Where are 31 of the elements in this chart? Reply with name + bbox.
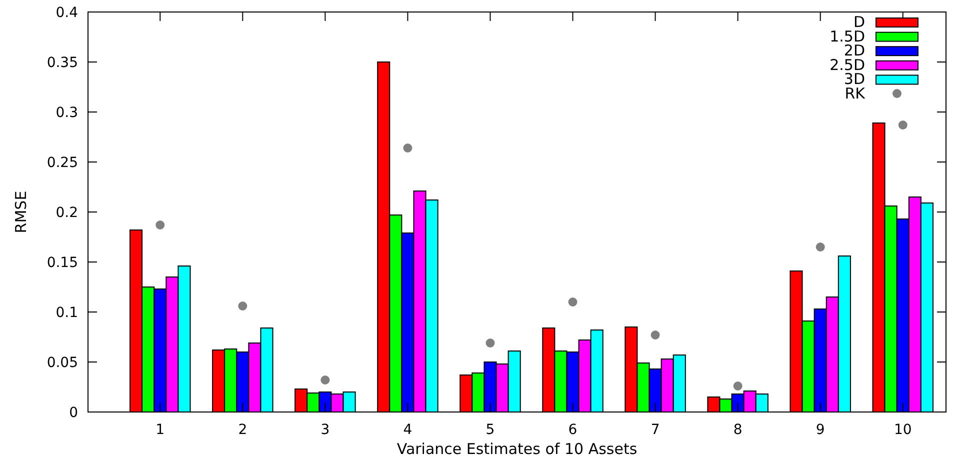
point [238, 302, 248, 310]
point [320, 376, 330, 384]
x-tick-label: 8 [733, 422, 742, 438]
y-axis-title: RMSE [12, 190, 30, 234]
x-tick-label: 5 [486, 422, 495, 438]
x-tick-label: 3 [320, 422, 330, 438]
x-tick-label: 2 [238, 422, 248, 438]
x-tick-label: 10 [894, 422, 912, 438]
x-tick-label: 6 [568, 422, 578, 438]
x-tick-label: 9 [816, 422, 825, 438]
point [650, 330, 660, 340]
point [568, 298, 578, 306]
y-tick-label: 0.05 [46, 355, 78, 371]
x-tick-label: 1 [156, 422, 165, 438]
point [898, 120, 908, 130]
y-tick-label: 0.4 [56, 5, 78, 21]
point [733, 382, 742, 390]
point [486, 338, 495, 348]
y-tick-label: 0.2 [56, 205, 78, 221]
y-tick-label: 0.35 [46, 55, 78, 71]
y-tick-label: 0.1 [56, 305, 78, 321]
y-tick-label: 0.3 [56, 105, 78, 121]
x-tick-label: 7 [650, 422, 660, 438]
y-tick-label: 0 [69, 405, 78, 421]
point [816, 242, 825, 252]
point [403, 144, 412, 152]
y-tick-label: 0.15 [46, 255, 78, 271]
x-axis-title: Variance Estimates of 10 Assets [396, 440, 638, 458]
x-tick-label: 4 [403, 422, 412, 438]
point [156, 220, 165, 230]
y-tick-label: 0.25 [46, 155, 78, 171]
